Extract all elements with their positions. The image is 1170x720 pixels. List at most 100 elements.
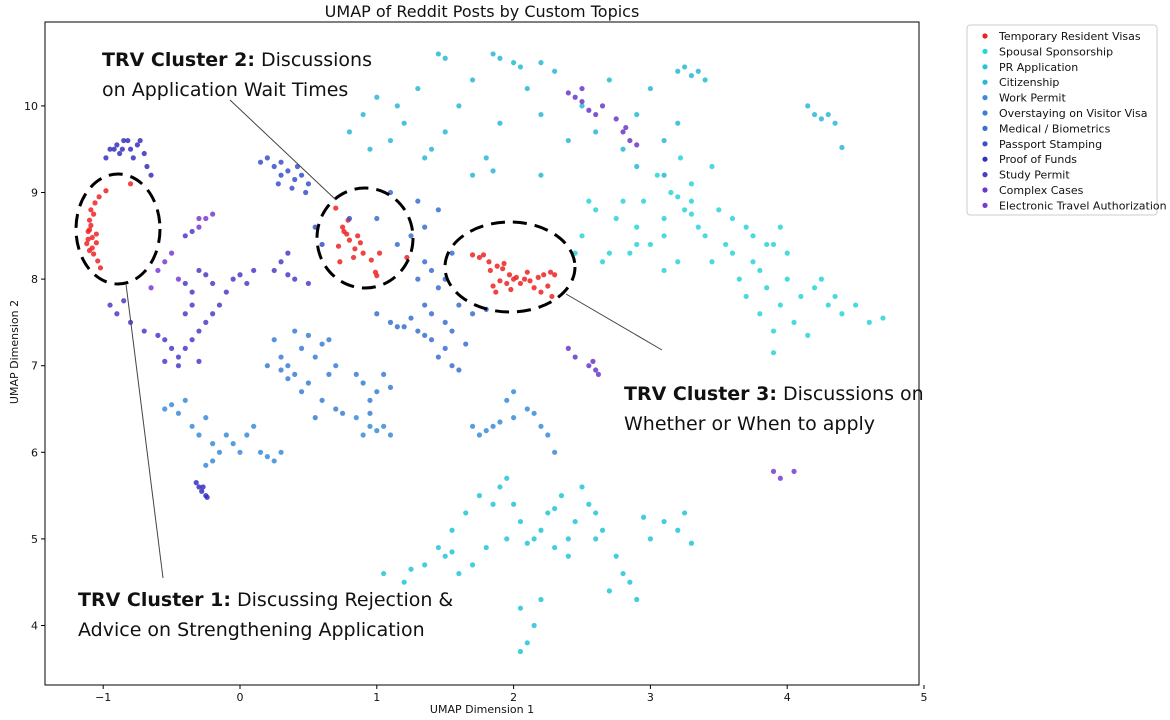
scatter-point-series-0 [497, 278, 503, 284]
scatter-point-series-5 [387, 384, 394, 390]
scatter-point-series-7 [264, 155, 270, 161]
scatter-point-series-0 [84, 240, 90, 247]
legend-marker [982, 110, 988, 116]
scatter-point-series-1 [757, 311, 763, 317]
scatter-point-series-9 [162, 337, 168, 343]
scatter-point-series-9 [182, 311, 188, 317]
scatter-point-series-9 [141, 328, 147, 334]
scatter-point-series-3 [360, 111, 366, 118]
scatter-point-series-9 [210, 311, 216, 317]
scatter-point-series-10 [586, 363, 592, 369]
scatter-point-series-3 [415, 85, 421, 92]
scatter-point-series-9 [155, 332, 161, 338]
scatter-point-series-3 [811, 111, 818, 118]
scatter-point-series-3 [401, 120, 407, 126]
scatter-point-series-1 [750, 233, 756, 239]
scatter-point-series-0 [89, 234, 95, 241]
scatter-point-series-10 [586, 107, 592, 113]
y-tick-label: 10 [24, 100, 38, 113]
annotation-cluster-1-bold: TRV Cluster 1: [78, 589, 231, 611]
scatter-point-series-6 [456, 367, 462, 373]
scatter-point-series-8 [103, 155, 109, 161]
scatter-point-series-1 [784, 276, 790, 282]
scatter-point-series-3 [825, 111, 831, 118]
annotation-cluster-3-line1: TRV Cluster 3: Discussions on [624, 383, 924, 405]
scatter-point-series-6 [422, 259, 428, 265]
scatter-point-series-1 [743, 224, 749, 230]
scatter-point-series-0 [333, 205, 339, 211]
scatter-point-series-1 [784, 250, 790, 256]
scatter-point-series-1 [764, 241, 770, 248]
cluster-2-connector [229, 99, 337, 201]
scatter-point-series-8 [127, 146, 134, 152]
scatter-point-series-2 [640, 514, 647, 520]
scatter-point-series-5 [367, 410, 373, 416]
scatter-point-series-4 [510, 389, 517, 395]
scatter-point-series-0 [93, 231, 99, 237]
scatter-point-series-9 [196, 358, 202, 364]
scatter-point-series-7 [278, 159, 284, 165]
scatter-point-series-2 [449, 527, 455, 533]
scatter-point-series-9 [251, 267, 257, 274]
scatter-point-series-4 [510, 415, 517, 421]
scatter-point-series-3 [805, 103, 811, 109]
scatter-point-series-5 [333, 363, 339, 369]
scatter-point-series-11 [777, 475, 783, 481]
scatter-point-series-5 [333, 406, 339, 412]
scatter-point-series-10 [590, 358, 596, 364]
scatter-point-series-3 [442, 129, 448, 135]
scatter-point-series-8 [130, 155, 136, 161]
scatter-point-series-0 [486, 259, 492, 265]
scatter-point-series-2 [497, 484, 503, 490]
scatter-point-series-9 [182, 233, 188, 239]
scatter-point-series-8 [134, 142, 140, 148]
scatter-point-series-3 [490, 168, 496, 174]
scatter-point-series-0 [480, 252, 487, 258]
scatter-point-series-7 [285, 168, 291, 174]
scatter-point-series-1 [593, 207, 599, 213]
scatter-point-series-0 [352, 246, 358, 252]
scatter-point-series-11 [155, 267, 161, 274]
scatter-point-series-5 [292, 328, 298, 334]
scatter-point-series-0 [538, 289, 544, 295]
scatter-point-series-5 [319, 397, 325, 403]
scatter-point-series-1 [764, 285, 770, 291]
scatter-point-series-3 [497, 55, 503, 61]
scatter-point-series-3 [593, 129, 599, 135]
scatter-point-series-2 [510, 501, 517, 507]
legend-marker [982, 202, 988, 208]
scatter-point-series-6 [394, 241, 400, 248]
scatter-point-series-0 [340, 224, 346, 230]
scatter-point-series-6 [449, 363, 455, 369]
scatter-point-series-0 [346, 237, 353, 243]
scatter-point-series-1 [729, 215, 736, 222]
scatter-point-series-0 [547, 269, 554, 275]
scatter-point-series-2 [599, 527, 606, 533]
scatter-point-series-0 [86, 217, 93, 223]
scatter-point-series-2 [688, 540, 695, 546]
scatter-point-series-2 [469, 562, 476, 568]
scatter-point-series-2 [531, 536, 537, 542]
scatter-point-series-5 [278, 354, 284, 360]
scatter-point-series-8 [200, 484, 206, 490]
scatter-point-series-4 [278, 449, 284, 455]
axis-ticks-layer: −1 0 1 2 3 4 5 4 5 6 7 8 9 10 [24, 100, 928, 704]
scatter-point-series-9 [196, 267, 202, 274]
scatter-point-series-3 [524, 85, 530, 92]
scatter-point-series-8 [141, 150, 147, 157]
scatter-point-series-5 [298, 345, 305, 351]
scatter-point-series-1 [682, 207, 688, 213]
legend-marker [982, 172, 988, 178]
annotation-cluster-1-line1: TRV Cluster 1: Discussing Rejection & [78, 589, 453, 611]
scatter-point-series-3 [497, 120, 503, 126]
legend-label: Temporary Resident Visas [998, 30, 1141, 43]
scatter-point-series-6 [463, 341, 469, 347]
scatter-point-series-5 [367, 397, 373, 403]
scatter-point-series-9 [285, 250, 291, 256]
scatter-point-series-1 [675, 194, 681, 200]
scatter-point-series-2 [545, 510, 551, 516]
scatter-point-series-6 [422, 332, 428, 338]
legend-marker [982, 156, 988, 162]
scatter-point-series-11 [196, 215, 202, 222]
scatter-point-series-4 [545, 432, 551, 438]
